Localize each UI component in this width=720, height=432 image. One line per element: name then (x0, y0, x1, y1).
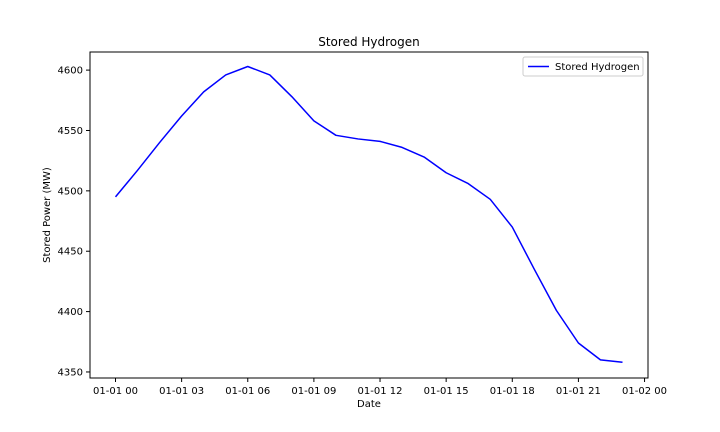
series-line-stored-hydrogen (114, 65, 623, 364)
series-group (114, 65, 623, 364)
chart-title: Stored Hydrogen (318, 35, 420, 49)
y-tick-label: 4550 (58, 126, 83, 137)
y-axis-label: Stored Power (MW) (42, 167, 53, 263)
x-tick-label: 01-01 12 (358, 386, 403, 397)
y-tick-label: 4450 (58, 247, 83, 258)
x-tick-label: 01-01 15 (424, 386, 469, 397)
x-tick-label: 01-01 21 (556, 386, 601, 397)
x-tick-label: 01-01 06 (225, 386, 270, 397)
x-tick-label: 01-01 03 (159, 386, 204, 397)
x-axis: 01-01 00 01-01 03 01-01 06 01-01 09 01-01 12… (93, 378, 667, 397)
y-tick-label: 4400 (58, 307, 83, 318)
legend: Stored Hydrogen (522, 56, 644, 77)
plot-frame (89, 51, 649, 379)
y-tick-label: 4600 (58, 66, 83, 77)
x-tick-label: 01-01 00 (93, 386, 138, 397)
legend-box (522, 56, 644, 77)
x-tick-label: 01-02 00 (622, 386, 667, 397)
x-tick-label: 01-01 18 (490, 386, 535, 397)
x-axis-label: Date (357, 399, 381, 410)
legend-label: Stored Hydrogen (555, 62, 640, 73)
y-tick-label: 4500 (58, 186, 83, 197)
plot-area (89, 51, 649, 379)
y-tick-label: 4350 (58, 367, 83, 378)
x-tick-label: 01-01 09 (291, 386, 336, 397)
y-axis: 4350 4400 4450 4500 4550 4600 (58, 66, 90, 378)
